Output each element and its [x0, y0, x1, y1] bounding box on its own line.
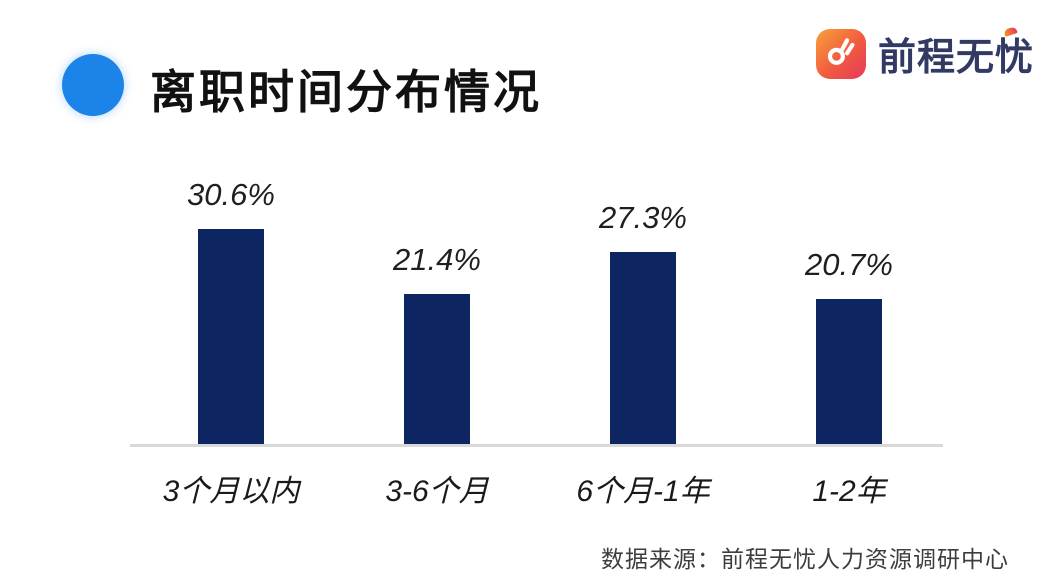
brand-logo: 前程无忧	[816, 26, 1034, 81]
bar-value-label: 27.3%	[599, 200, 687, 235]
x-axis-tick-label: 1-2年	[812, 475, 886, 508]
page-title: 离职时间分布情况	[150, 66, 542, 118]
x-axis-tick-label: 3个月以内	[162, 475, 300, 508]
bar-value-label: 30.6%	[187, 177, 275, 212]
hand-gesture-icon	[822, 32, 860, 75]
bar	[198, 229, 264, 445]
bar	[816, 299, 882, 445]
logo-badge	[816, 28, 866, 79]
title-bullet-icon	[62, 54, 124, 116]
bar	[610, 252, 676, 445]
logo-brand-name: 前程无忧	[878, 37, 1035, 79]
data-source-note: 数据来源：前程无忧人力资源调研中心	[601, 546, 1009, 572]
bar	[404, 294, 470, 445]
x-axis-line	[130, 444, 943, 447]
x-axis-tick-label: 6个月-1年	[576, 475, 710, 508]
bar-value-label: 20.7%	[805, 247, 893, 282]
bar-value-label: 21.4%	[393, 242, 481, 277]
x-axis-tick-label: 3-6个月	[385, 475, 489, 508]
